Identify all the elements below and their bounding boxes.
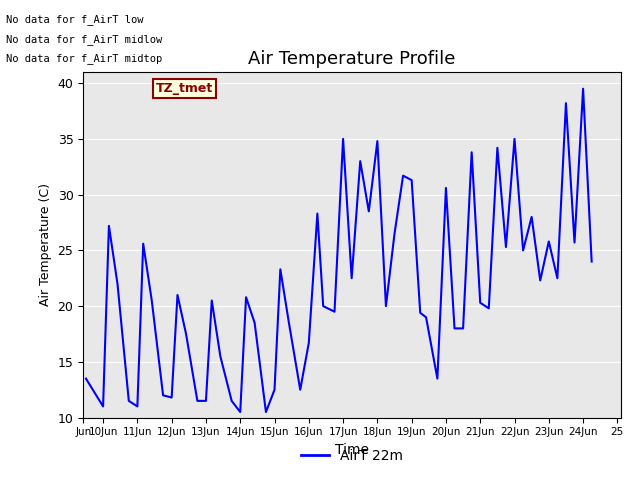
Text: No data for f_AirT low: No data for f_AirT low bbox=[6, 14, 144, 25]
Y-axis label: Air Temperature (C): Air Temperature (C) bbox=[39, 183, 52, 306]
Legend: AirT 22m: AirT 22m bbox=[296, 443, 408, 468]
Text: No data for f_AirT midtop: No data for f_AirT midtop bbox=[6, 53, 163, 64]
Title: Air Temperature Profile: Air Temperature Profile bbox=[248, 49, 456, 68]
Text: No data for f_AirT midlow: No data for f_AirT midlow bbox=[6, 34, 163, 45]
Text: TZ_tmet: TZ_tmet bbox=[156, 83, 213, 96]
X-axis label: Time: Time bbox=[335, 443, 369, 457]
